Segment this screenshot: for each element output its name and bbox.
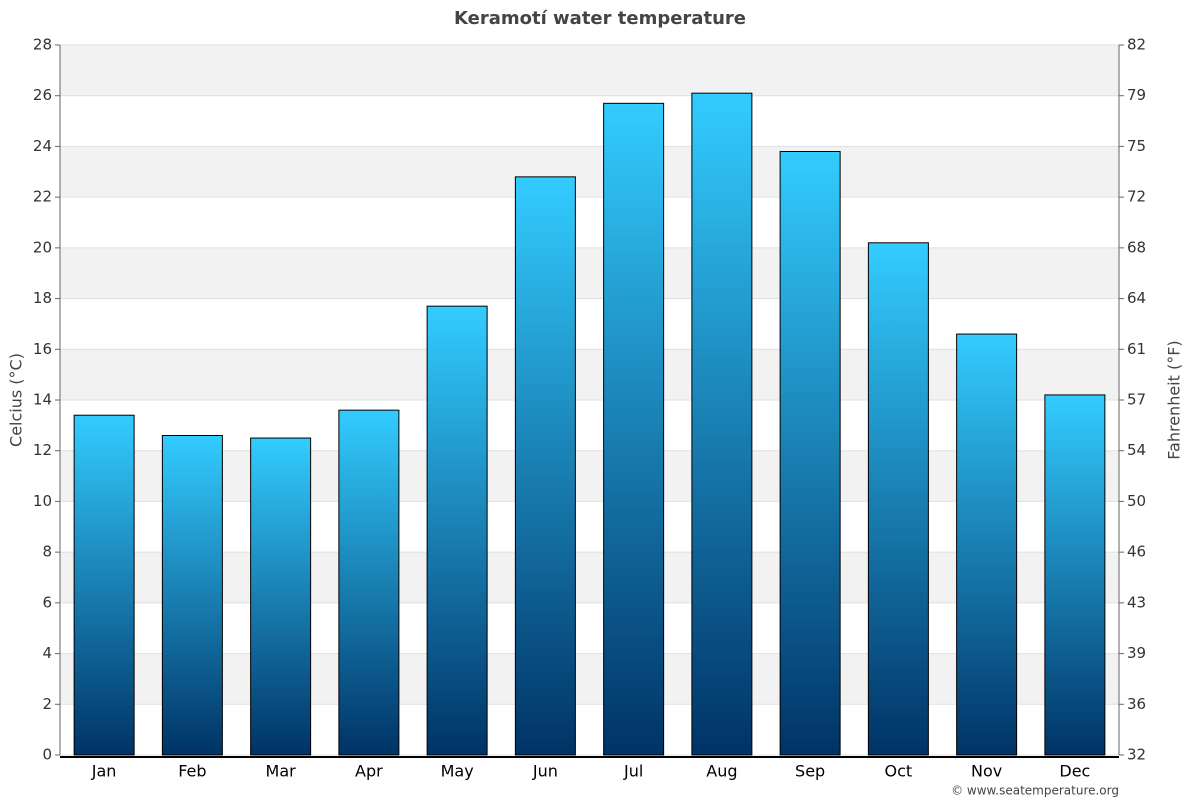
bar (779, 151, 841, 756)
bar (691, 92, 753, 756)
bar (338, 409, 400, 756)
x-tick-label: Nov (971, 762, 1002, 781)
y2-tick-label: 36 (1127, 695, 1146, 713)
x-tick-label: Aug (706, 762, 737, 781)
grid-band (60, 552, 1119, 603)
bar (161, 435, 223, 756)
x-tick-label: Jul (623, 762, 643, 781)
y-tick-label: 10 (33, 492, 52, 510)
y2-tick-label: 50 (1127, 492, 1146, 510)
y-axis-title: Celcius (°C) (7, 353, 26, 447)
y2-tick-label: 32 (1127, 746, 1146, 764)
y2-tick-label: 68 (1127, 238, 1146, 256)
bar (73, 414, 135, 756)
y2-tick-label: 39 (1127, 644, 1146, 662)
bar (250, 437, 312, 756)
x-tick-label: May (441, 762, 474, 781)
y-tick-label: 20 (33, 238, 52, 256)
y2-axis-title: Fahrenheit (°F) (1165, 340, 1184, 459)
y2-tick-label: 72 (1127, 188, 1146, 206)
y2-tick-label: 75 (1127, 137, 1146, 155)
bar (1044, 394, 1106, 756)
y-tick-label: 14 (33, 391, 52, 409)
x-tick-label: Dec (1059, 762, 1090, 781)
grid-band (60, 450, 1119, 502)
grid-band (60, 146, 1119, 198)
x-tick-label: Jun (532, 762, 558, 781)
y2-tick-label: 54 (1127, 441, 1146, 459)
y-tick-label: 4 (42, 644, 52, 662)
y-tick-label: 6 (42, 593, 52, 611)
x-tick-label: Jan (91, 762, 117, 781)
y-tick-label: 0 (42, 746, 52, 764)
y-tick-label: 16 (33, 340, 52, 358)
x-tick-label: Mar (266, 762, 297, 781)
bar (514, 176, 576, 756)
grid-band (60, 247, 1119, 299)
grid-band (60, 349, 1119, 400)
y2-tick-label: 46 (1127, 543, 1146, 561)
y2-tick-label: 82 (1127, 36, 1146, 54)
y-tick-label: 24 (33, 137, 52, 155)
y2-tick-label: 57 (1127, 391, 1146, 409)
bar (867, 242, 929, 756)
x-tick-label: Apr (355, 762, 383, 781)
x-tick-label: Feb (178, 762, 206, 781)
chart-title: Keramotí water temperature (454, 8, 746, 29)
y-tick-label: 28 (33, 36, 52, 54)
bar (426, 305, 488, 756)
bar (956, 333, 1018, 756)
y-tick-label: 22 (33, 188, 52, 206)
source-credit: © www.seatemperature.org (951, 784, 1119, 798)
y-tick-label: 26 (33, 86, 52, 104)
y-tick-label: 2 (42, 695, 52, 713)
y-tick-label: 8 (42, 543, 52, 561)
y-tick-label: 18 (33, 289, 52, 307)
y2-tick-label: 61 (1127, 340, 1146, 358)
y2-tick-label: 79 (1127, 86, 1146, 104)
grid-band (60, 45, 1119, 96)
y2-tick-label: 43 (1127, 593, 1146, 611)
y2-tick-label: 64 (1127, 289, 1146, 307)
bar (603, 102, 665, 756)
x-tick-label: Sep (795, 762, 825, 781)
x-tick-label: Oct (885, 762, 913, 781)
grid-band (60, 653, 1119, 705)
y-tick-label: 12 (33, 441, 52, 459)
